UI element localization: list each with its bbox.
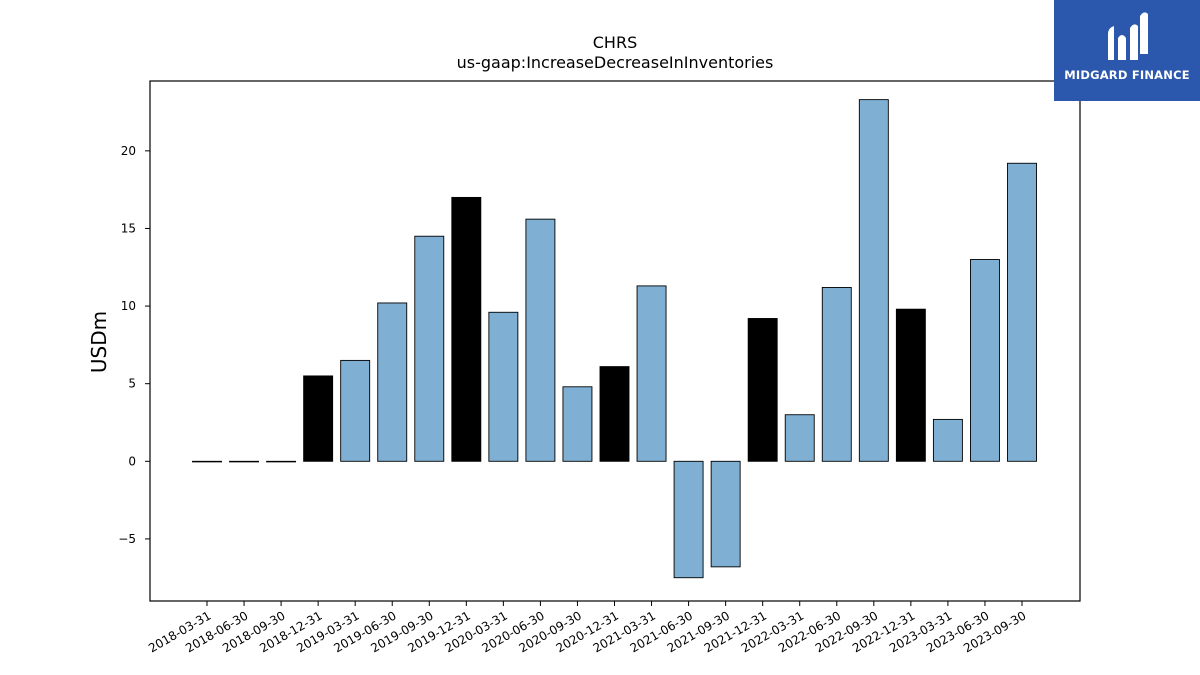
y-tick-label: 5 [128,377,136,391]
bar-2022-12-31 [895,308,926,462]
bar-2020-03-31 [488,311,519,462]
plot-frame [149,80,1081,602]
bar-2018-06-30 [229,460,260,463]
bar-2020-12-31 [599,366,630,462]
y-tick-label: 15 [121,221,136,235]
bar-2022-06-30 [821,287,852,462]
bar-2021-12-31 [747,318,778,462]
chart-subtitle: us-gaap:IncreaseDecreaseInInventories [457,53,774,72]
bar-2022-09-30 [858,99,889,462]
bars-group [192,99,1037,579]
y-axis-label: USDm [87,311,111,373]
bar-2020-09-30 [562,386,593,462]
bar-2021-09-30 [710,460,741,568]
chart-title: CHRS [593,33,637,52]
y-tick-label: 10 [121,299,136,313]
bar-2023-06-30 [970,259,1000,462]
y-tick-label: −5 [118,532,136,546]
midgard-finance-logo: MIDGARD FINANCE [1054,0,1200,101]
logo-text: MIDGARD FINANCE [1064,68,1190,82]
midgard-logo-icon [1108,12,1148,60]
bar-2023-09-30 [1007,162,1037,462]
bar-2021-03-31 [636,285,667,462]
bar-2019-03-31 [340,359,371,462]
bar-2022-03-31 [784,414,815,462]
bar-2019-09-30 [414,235,445,462]
bar-2021-06-30 [673,460,704,579]
bar-2020-06-30 [525,218,556,462]
y-axis-ticks: −5 0 5 10 15 20 [118,144,150,546]
y-tick-label: 20 [121,144,136,158]
bar-2019-12-31 [451,196,482,462]
x-axis-ticks: 2018-03-312018-06-302018-09-302018-12-31… [146,601,1029,655]
bar-2018-12-31 [303,375,334,462]
bar-2019-06-30 [377,302,408,462]
bar-2018-09-30 [266,460,297,463]
bar-2018-03-31 [192,460,222,463]
y-tick-label: 0 [128,454,136,468]
bar-2023-03-31 [932,418,963,462]
